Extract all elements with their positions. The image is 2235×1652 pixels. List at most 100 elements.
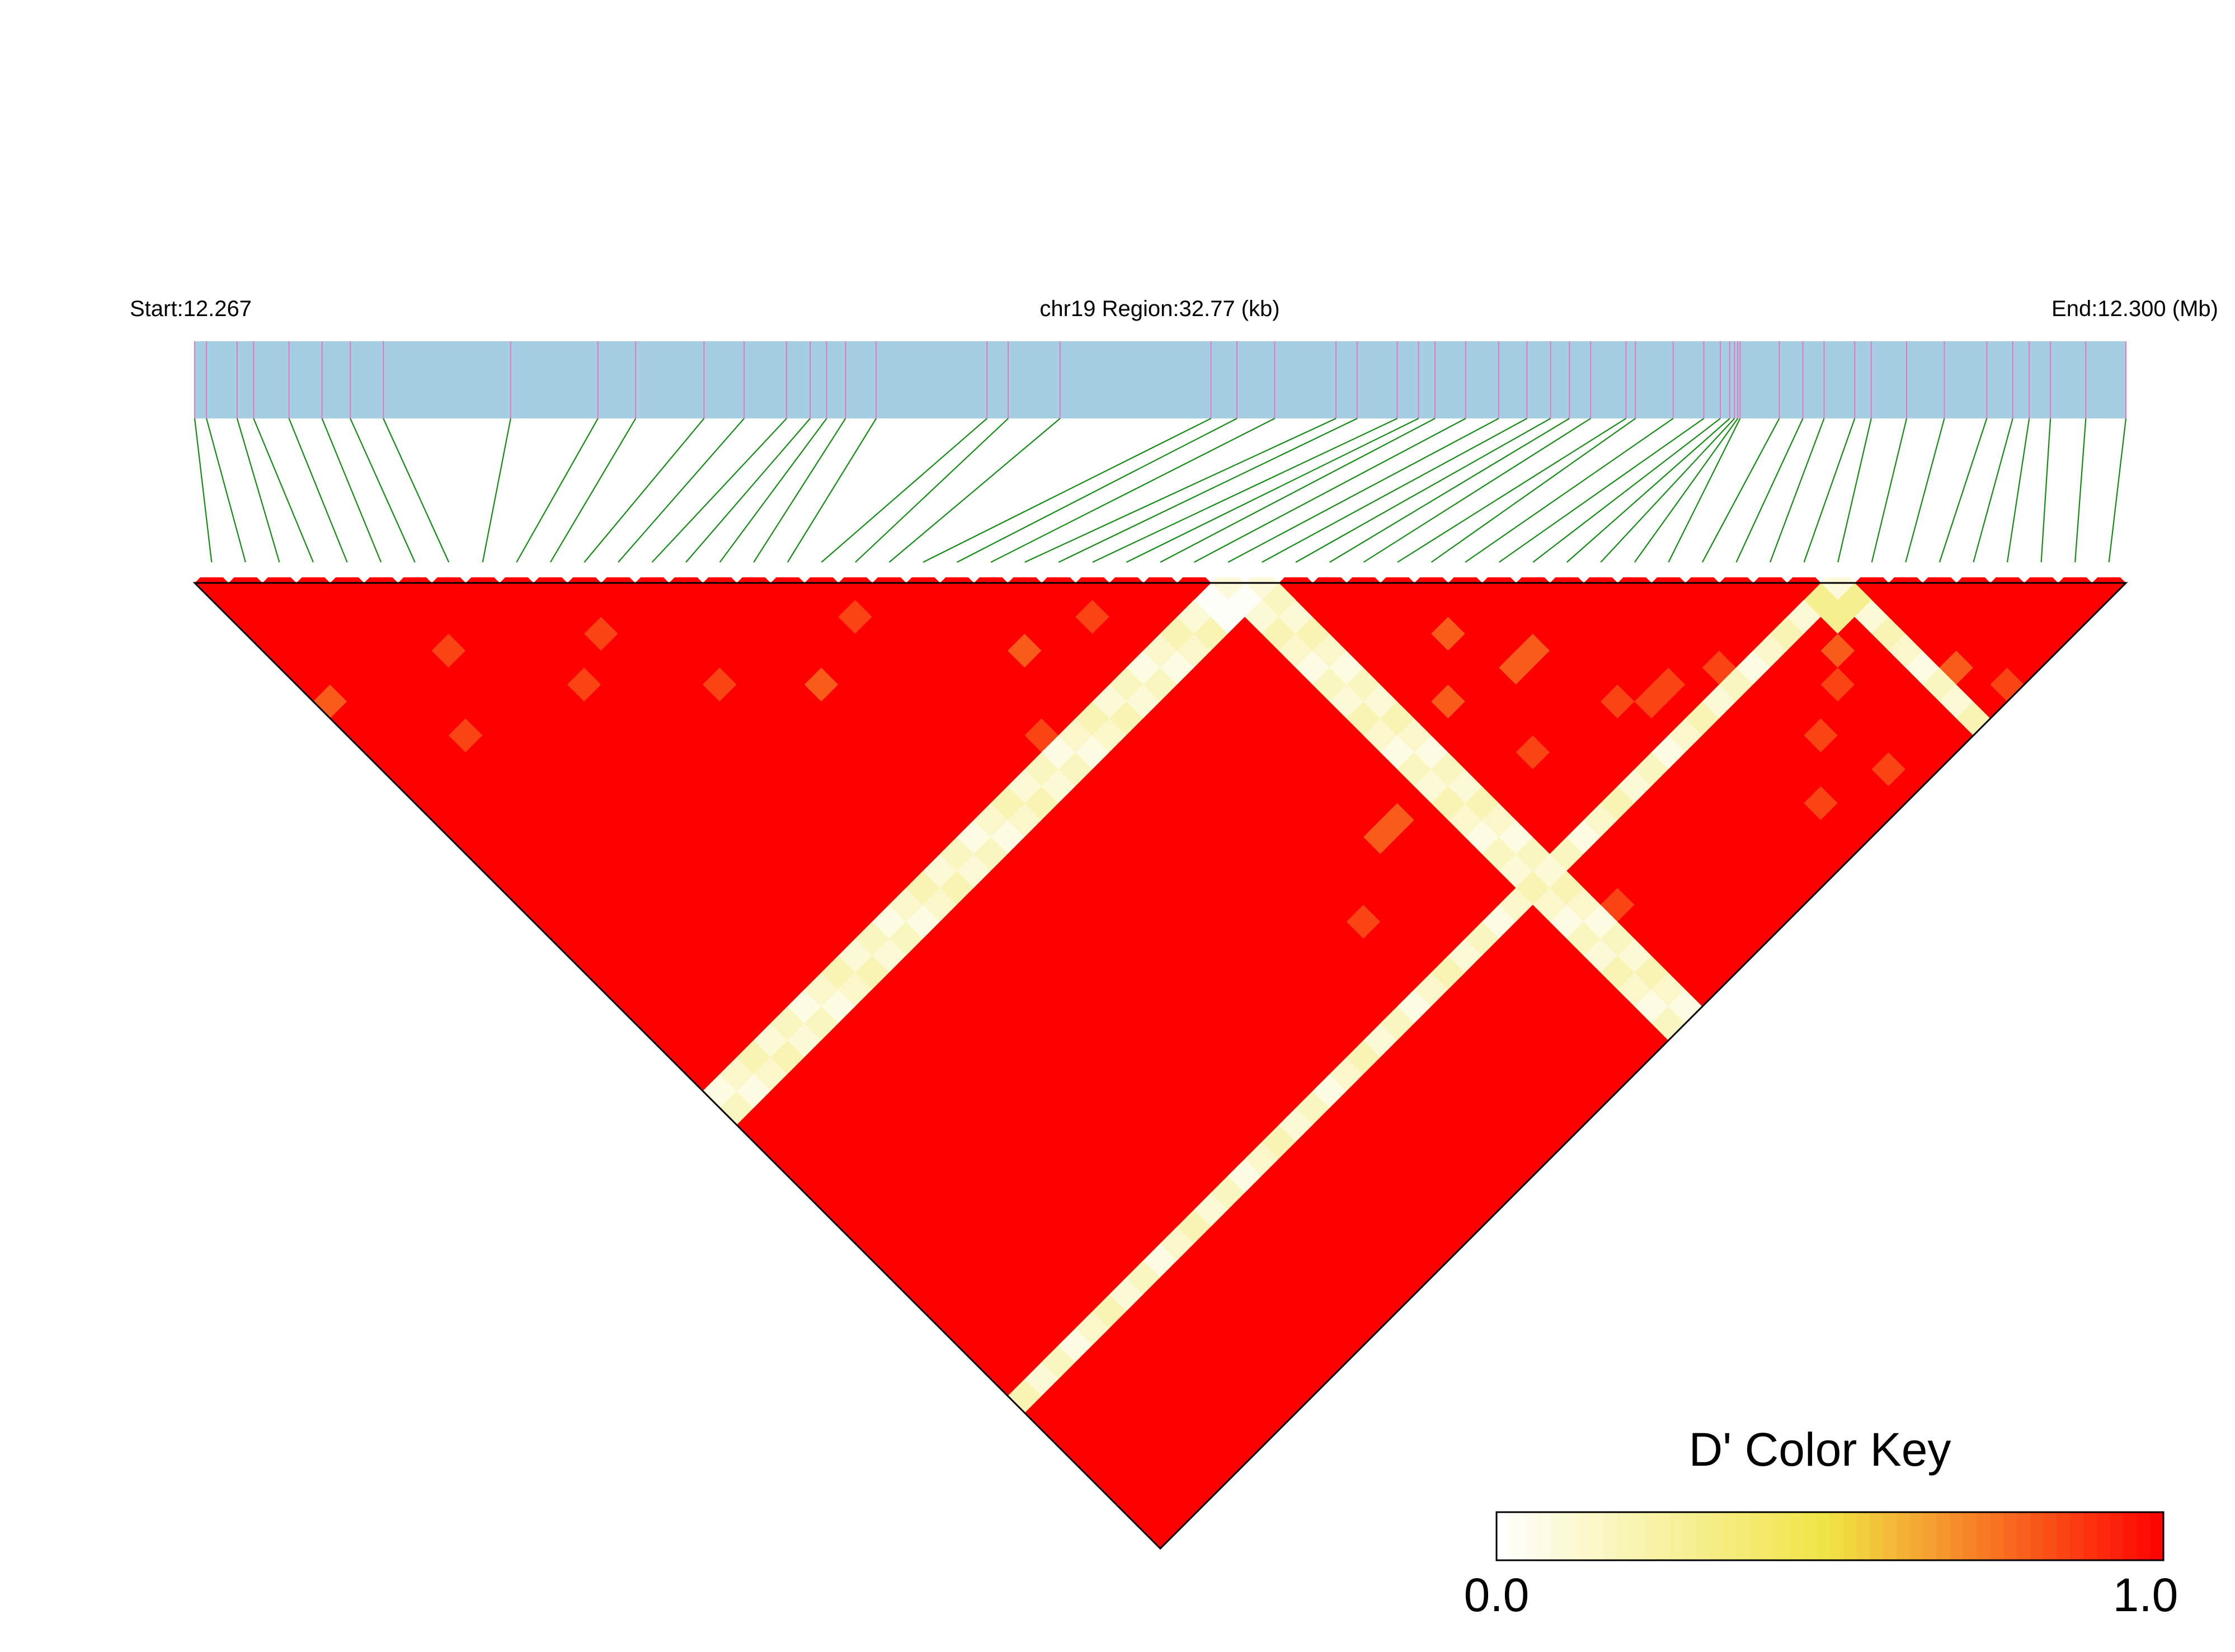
snp-connector — [855, 418, 1009, 563]
color-key-bin — [1923, 1512, 1937, 1560]
snp-connector — [957, 418, 1238, 563]
snp-connector — [753, 418, 846, 563]
color-key-bin — [1817, 1512, 1831, 1560]
color-key-bin — [1536, 1512, 1550, 1560]
snp-connector — [1092, 418, 1398, 563]
color-key-bin — [1803, 1512, 1817, 1560]
snp-connector — [1058, 418, 1358, 563]
snp-connector — [651, 418, 787, 563]
snp-connector — [1194, 418, 1466, 563]
snp-connector — [1262, 418, 1527, 563]
color-key-bin — [1616, 1512, 1630, 1560]
color-key-bin — [1790, 1512, 1804, 1560]
color-key-bin — [1870, 1512, 1884, 1560]
snp-connector — [1702, 418, 1780, 563]
color-key-bin — [1830, 1512, 1844, 1560]
snp-connector — [516, 418, 599, 563]
snp-connector — [990, 418, 1275, 563]
snp-connector — [1973, 418, 2013, 563]
color-key-bin — [1897, 1512, 1911, 1560]
color-key-bin — [1589, 1512, 1604, 1560]
snp-connector — [1634, 418, 1739, 563]
color-key-bin — [1577, 1512, 1591, 1560]
color-key-bin — [1563, 1512, 1577, 1560]
snp-connector — [1024, 418, 1337, 563]
snp-connector — [206, 418, 246, 563]
snp-connector — [1431, 418, 1636, 563]
color-key-bin — [1696, 1512, 1711, 1560]
ld-heatmap-cells — [211, 582, 2110, 1549]
color-key-bin — [2096, 1512, 2111, 1560]
color-key-bin — [1497, 1512, 1511, 1560]
color-key-bin — [1749, 1512, 1764, 1560]
snp-connector — [1363, 418, 1591, 563]
snp-connector — [1498, 418, 1705, 563]
snp-connector — [1532, 418, 1721, 563]
snp-connector — [1735, 418, 1804, 563]
color-key-bin — [1723, 1512, 1737, 1560]
color-key-bin — [2003, 1512, 2017, 1560]
snp-connector — [1668, 418, 1741, 563]
snp-connector — [1938, 418, 1988, 563]
color-key-bin — [1669, 1512, 1684, 1560]
color-key-bin — [2070, 1512, 2084, 1560]
color-key-bin — [1843, 1512, 1857, 1560]
snp-connector — [350, 418, 416, 563]
region-start-label: Start:12.267 — [130, 296, 252, 321]
snp-connector — [584, 418, 705, 563]
color-key-bin — [1509, 1512, 1524, 1560]
snp-connector — [1837, 418, 1872, 563]
snp-connector — [1465, 418, 1674, 563]
color-key-bin — [2030, 1512, 2044, 1560]
snp-connector — [888, 418, 1061, 563]
color-key-bin — [1643, 1512, 1657, 1560]
snp-connector — [383, 418, 450, 563]
snp-connector — [482, 418, 511, 563]
color-key-bin — [1950, 1512, 1964, 1560]
color-key-bin — [2016, 1512, 2031, 1560]
color-key-bin — [2057, 1512, 2071, 1560]
color-key-frame — [1495, 1511, 2165, 1561]
color-key-gradient — [1497, 1512, 2164, 1560]
snp-connector — [321, 418, 382, 563]
snp-connector — [1770, 418, 1825, 563]
color-key-bin — [1883, 1512, 1897, 1560]
snp-connector — [719, 418, 827, 563]
color-key-bin — [2123, 1512, 2137, 1560]
snp-connector — [1295, 418, 1551, 563]
color-key-bin — [1977, 1512, 1991, 1560]
marker-row-mask — [192, 564, 2128, 577]
snp-connector — [253, 418, 314, 563]
snp-connector-lines — [194, 418, 2127, 563]
snp-connector — [1905, 418, 1945, 563]
snp-connector — [2040, 418, 2052, 563]
color-key-bin — [2083, 1512, 2097, 1560]
color-key-bin — [1763, 1512, 1777, 1560]
color-key-bin — [1856, 1512, 1871, 1560]
color-key-bin — [1657, 1512, 1671, 1560]
color-key-bin — [1683, 1512, 1697, 1560]
snp-connector — [1160, 418, 1436, 563]
snp-connector — [1397, 418, 1627, 563]
color-key-title: D' Color Key — [1689, 1423, 1951, 1476]
color-key-bin — [1523, 1512, 1537, 1560]
snp-connector — [2074, 418, 2087, 563]
snp-connector — [549, 418, 637, 563]
snp-position-markers — [194, 341, 2126, 418]
snp-connector — [1871, 418, 1908, 563]
color-key-bin — [1910, 1512, 1924, 1560]
snp-connector — [1227, 418, 1499, 563]
color-key-bin — [1990, 1512, 2004, 1560]
snp-connector — [685, 418, 811, 563]
chromosome-region-bar — [195, 341, 2126, 418]
color-key-bin — [2110, 1512, 2124, 1560]
snp-connector — [1566, 418, 1730, 563]
color-key-bin — [1776, 1512, 1791, 1560]
snp-connector — [821, 418, 987, 563]
color-key-bin — [2137, 1512, 2151, 1560]
snp-connector — [1126, 418, 1419, 563]
snp-connector — [787, 418, 877, 563]
snp-connector — [236, 418, 280, 563]
color-key-max-label: 1.0 — [2113, 1569, 2178, 1621]
